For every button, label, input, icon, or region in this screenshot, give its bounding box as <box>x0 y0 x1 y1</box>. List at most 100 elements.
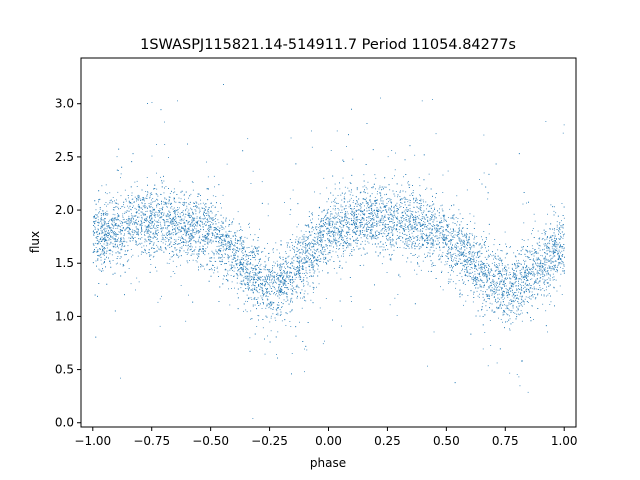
data-point <box>271 275 273 277</box>
data-point <box>388 201 389 203</box>
data-point <box>311 261 312 263</box>
data-point <box>561 247 563 249</box>
data-point <box>237 256 239 258</box>
data-point <box>306 250 308 251</box>
data-point <box>288 278 290 280</box>
data-point <box>371 193 373 195</box>
data-point <box>480 264 482 266</box>
data-point <box>219 248 220 250</box>
data-point <box>101 222 103 224</box>
data-point <box>426 208 427 210</box>
data-point <box>504 278 506 280</box>
data-point <box>468 273 470 275</box>
data-point <box>425 239 426 241</box>
data-point <box>352 158 354 160</box>
data-point <box>494 262 496 264</box>
data-point <box>334 218 336 220</box>
data-point <box>521 312 523 314</box>
data-point <box>425 201 427 203</box>
data-point <box>293 272 295 274</box>
data-point <box>146 177 148 178</box>
data-point <box>521 320 523 322</box>
data-point <box>553 264 555 266</box>
data-point <box>124 213 126 214</box>
data-point <box>402 254 404 256</box>
data-point <box>421 230 423 232</box>
data-point <box>190 248 192 250</box>
data-point <box>180 219 182 220</box>
data-point <box>360 206 362 208</box>
data-point <box>362 218 364 219</box>
data-point <box>527 296 529 298</box>
data-point <box>97 236 99 237</box>
data-point <box>411 241 413 243</box>
data-point <box>314 256 316 257</box>
data-point <box>434 265 436 266</box>
data-point <box>440 222 441 224</box>
data-point <box>320 261 322 262</box>
data-point <box>355 222 357 224</box>
data-point <box>498 259 500 261</box>
data-point <box>160 240 162 242</box>
data-point <box>300 256 302 258</box>
data-point <box>173 192 174 194</box>
data-point <box>453 266 454 268</box>
data-point <box>385 220 387 221</box>
data-point <box>185 224 186 226</box>
data-point <box>149 194 151 196</box>
data-point <box>562 246 564 248</box>
data-point <box>337 203 339 204</box>
data-point <box>128 259 130 261</box>
data-point <box>295 255 297 257</box>
data-point <box>508 289 509 291</box>
data-point <box>347 237 348 239</box>
data-point <box>463 266 465 268</box>
data-point <box>172 260 174 262</box>
data-point <box>509 272 511 273</box>
data-point <box>198 232 199 234</box>
data-point <box>432 234 434 236</box>
data-point <box>453 231 454 233</box>
data-point <box>296 267 298 269</box>
data-point <box>373 209 375 211</box>
data-point <box>465 260 467 262</box>
data-point <box>269 276 271 278</box>
data-point <box>216 253 218 255</box>
data-point <box>554 243 556 245</box>
data-point <box>118 170 119 171</box>
data-point <box>448 217 449 218</box>
data-point <box>442 252 444 254</box>
data-point <box>122 222 124 223</box>
data-point <box>333 227 334 229</box>
data-point <box>141 237 143 239</box>
data-point <box>265 288 267 289</box>
data-point <box>174 219 176 220</box>
data-point <box>557 254 559 256</box>
data-point <box>541 238 543 240</box>
data-point <box>433 241 434 243</box>
data-point <box>554 242 556 244</box>
data-point <box>331 230 333 232</box>
data-point <box>316 250 317 252</box>
data-point <box>382 215 383 217</box>
data-point <box>168 225 170 227</box>
data-point <box>328 218 330 220</box>
data-point <box>455 263 457 265</box>
data-point <box>539 269 541 271</box>
data-point <box>182 210 184 212</box>
data-point <box>497 268 499 270</box>
data-point <box>291 272 292 274</box>
data-point <box>517 266 518 268</box>
data-point <box>426 187 428 189</box>
data-point <box>281 306 283 308</box>
data-point <box>513 273 515 275</box>
data-point <box>537 262 538 264</box>
data-point <box>432 246 434 248</box>
data-point <box>337 230 339 232</box>
data-point <box>224 275 225 277</box>
data-point <box>397 210 399 211</box>
data-point <box>321 239 323 241</box>
data-point <box>305 249 306 251</box>
data-point <box>366 201 367 202</box>
